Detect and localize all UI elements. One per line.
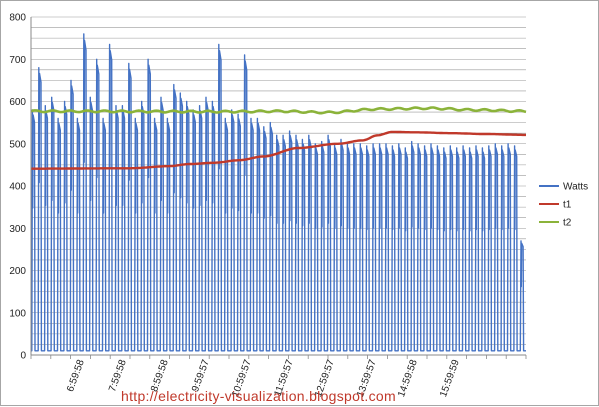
y-tick-label: 200 (9, 266, 26, 277)
y-tick-label: 100 (9, 308, 26, 319)
series-line-t2 (30, 106, 527, 115)
y-tick-label: 700 (9, 55, 26, 66)
watermark-url: http://electricity-visualization.blogspo… (121, 388, 396, 404)
y-tick-label: 0 (20, 351, 26, 362)
legend-label-t2: t2 (563, 218, 572, 229)
legend-label-t1: t1 (563, 200, 572, 211)
series-lines (30, 33, 527, 352)
y-tick-label: 800 (9, 13, 26, 24)
y-tick-label: 300 (9, 224, 26, 235)
axes (30, 17, 527, 359)
legend: Watts t1 t2 (539, 182, 588, 229)
x-tick-label: 15:59:59 (438, 358, 462, 399)
series-line-t1 (31, 130, 526, 170)
y-tick-label: 600 (9, 97, 26, 108)
y-tick-label: 400 (9, 182, 26, 193)
x-tick-label: 6:59:58 (65, 358, 87, 394)
y-axis-tick-labels: 0 100 200 300 400 500 600 700 800 (9, 13, 26, 362)
legend-label-watts: Watts (563, 182, 588, 193)
x-tick-label: 14:59:58 (396, 358, 420, 399)
series-line-watts (31, 33, 526, 352)
y-tick-label: 500 (9, 139, 26, 150)
